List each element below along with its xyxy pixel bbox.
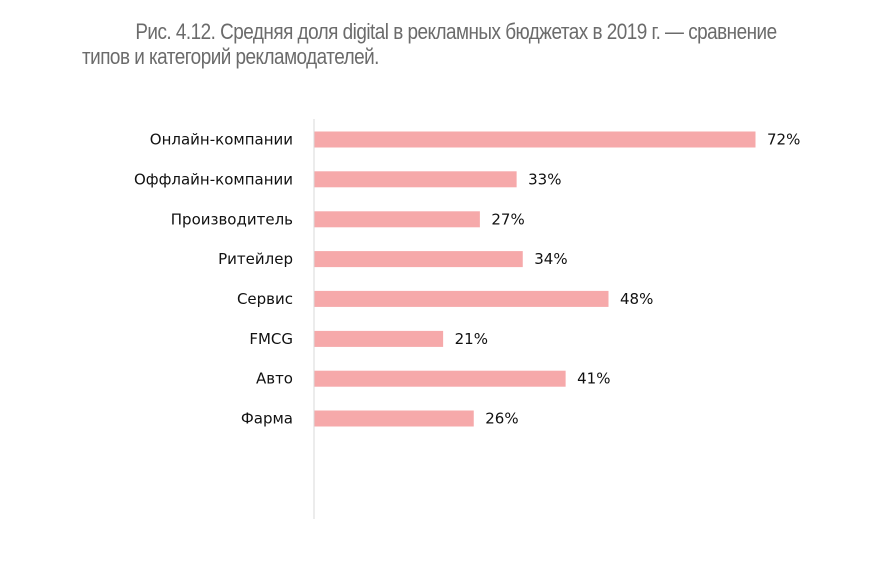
- bar: [314, 330, 444, 347]
- bar: [314, 211, 480, 228]
- data-label: 33%: [528, 170, 561, 188]
- data-label: 34%: [534, 250, 567, 268]
- caption-line-1: Рис. 4.12. Средняя доля digital в реклам…: [135, 19, 777, 44]
- caption-line-2: типов и категорий рекламодателей.: [82, 44, 379, 69]
- category-labels: Онлайн-компании Оффлайн-компании Производи…: [134, 131, 293, 428]
- bar: [314, 131, 756, 148]
- category-label: Ритейлер: [218, 250, 293, 268]
- data-label: 72%: [767, 131, 800, 149]
- category-label: Сервис: [237, 290, 293, 308]
- category-label: Оффлайн-компании: [134, 170, 293, 188]
- data-label: 27%: [491, 210, 524, 228]
- value-labels: 72% 33% 27% 34% 48% 21% 41% 26%: [455, 131, 801, 428]
- category-label: Производитель: [171, 210, 293, 228]
- bar: [314, 410, 474, 427]
- category-label: FMCG: [249, 330, 293, 348]
- figure-caption: Рис. 4.12. Средняя доля digital в реклам…: [82, 19, 777, 69]
- bar: [314, 251, 523, 268]
- bar: [314, 370, 566, 387]
- data-label: 48%: [620, 290, 653, 308]
- bar: [314, 290, 609, 307]
- category-label: Онлайн-компании: [150, 131, 293, 149]
- category-label: Авто: [256, 370, 293, 388]
- category-label: Фарма: [241, 410, 293, 428]
- data-label: 21%: [455, 330, 488, 348]
- bar: [314, 171, 517, 188]
- data-label: 41%: [577, 370, 610, 388]
- data-label: 26%: [485, 410, 518, 428]
- bars-group: [314, 131, 756, 427]
